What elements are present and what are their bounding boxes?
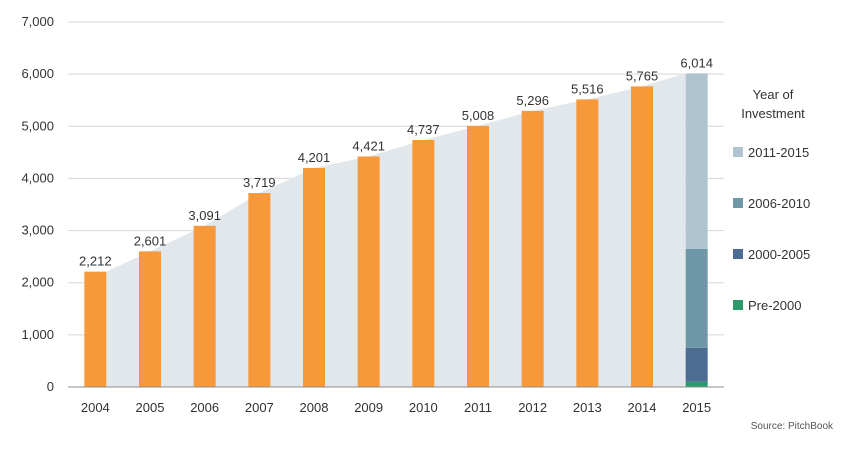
bar: [248, 193, 271, 387]
legend-title-line1: Year of: [753, 87, 794, 102]
legend-label: 2011-2015: [748, 145, 809, 160]
bar: [303, 167, 325, 387]
bar: [193, 225, 216, 387]
legend-swatch: [733, 147, 743, 157]
bars: [84, 73, 708, 388]
data-label: 5,516: [571, 81, 604, 96]
x-tick-label: 2015: [682, 400, 711, 415]
data-label: 3,719: [243, 175, 276, 190]
bar: [521, 110, 544, 387]
x-tick-label: 2009: [354, 400, 383, 415]
data-label: 6,014: [680, 55, 713, 70]
data-label: 4,737: [407, 122, 440, 137]
data-label: 2,212: [79, 254, 112, 269]
y-tick-label: 3,000: [21, 223, 54, 238]
bar: [139, 251, 161, 387]
data-label: 5,765: [626, 68, 659, 83]
bar: [631, 86, 653, 388]
x-tick-label: 2008: [300, 400, 329, 415]
y-tick-label: 7,000: [21, 14, 54, 29]
stacked-segment: [685, 381, 708, 387]
stacked-segment: [685, 347, 708, 382]
legend-swatch: [733, 249, 743, 259]
x-tick-label: 2012: [518, 400, 547, 415]
data-label: 4,201: [298, 150, 331, 165]
x-tick-label: 2010: [409, 400, 438, 415]
y-tick-label: 6,000: [21, 66, 54, 81]
y-tick-label: 0: [47, 379, 54, 394]
stacked-segment: [685, 73, 708, 249]
y-tick-label: 5,000: [21, 118, 54, 133]
x-tick-label: 2011: [464, 400, 492, 415]
axes: 0 1,000 2,000 3,000 4,000 5,000 6,000 7,000 2004…: [21, 14, 724, 415]
data-label: 2,601: [134, 233, 167, 248]
data-label: 5,296: [516, 93, 549, 108]
data-label: 5,008: [462, 108, 495, 123]
legend-swatch: [733, 198, 743, 208]
y-tick-label: 1,000: [21, 327, 54, 342]
x-tick-label: 2014: [628, 400, 657, 415]
y-tick-label: 4,000: [21, 170, 54, 185]
legend-label: 2000-2005: [748, 247, 810, 262]
bar: [357, 156, 380, 387]
x-tick-label: 2004: [81, 400, 110, 415]
legend-label: Pre-2000: [748, 298, 801, 313]
legend-label: 2006-2010: [748, 196, 810, 211]
y-tick-label: 2,000: [21, 275, 54, 290]
bar: [576, 99, 599, 387]
legend-swatch: [733, 300, 743, 310]
x-tick-label: 2007: [245, 400, 274, 415]
bar: [412, 139, 435, 387]
x-tick-label: 2013: [573, 400, 602, 415]
legend: Year of Investment 2011-2015 2006-2010 200…: [733, 87, 810, 313]
x-tick-label: 2005: [136, 400, 165, 415]
bar: [84, 271, 107, 387]
bar: [467, 125, 489, 388]
data-label: 3,091: [188, 208, 221, 223]
data-label: 4,421: [352, 138, 385, 153]
data-labels: 2,212 2,601 3,091 3,719 4,201 4,421 4,737 5,008…: [79, 55, 713, 268]
legend-title-line2: Investment: [741, 106, 805, 121]
x-tick-label: 2006: [190, 400, 219, 415]
source-note: Source: PitchBook: [750, 421, 833, 432]
stacked-segment: [685, 248, 708, 348]
